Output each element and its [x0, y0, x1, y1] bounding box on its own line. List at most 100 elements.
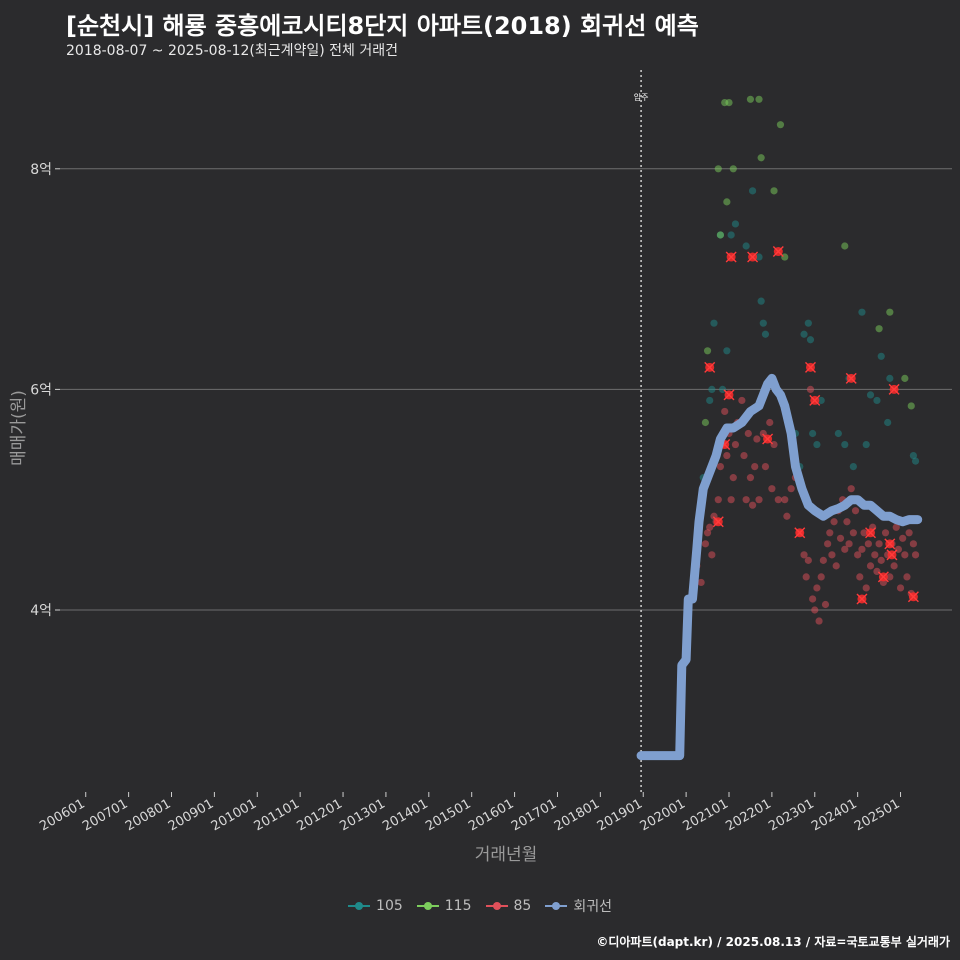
point-85 — [903, 573, 911, 581]
x-tick-label: 200701 — [80, 796, 130, 834]
point-85 — [851, 507, 860, 515]
point-85 — [896, 584, 905, 592]
point-85 — [858, 545, 866, 553]
point-85 — [800, 551, 808, 559]
point-85 — [877, 556, 885, 564]
point-115 — [729, 165, 737, 173]
point-85 — [781, 496, 789, 504]
point-115 — [907, 402, 915, 410]
point-85 — [832, 562, 840, 570]
point-85 — [813, 584, 821, 592]
point-85 — [819, 556, 827, 564]
point-105 — [834, 429, 842, 438]
x-tick-label: 202001 — [638, 796, 688, 834]
point-105 — [727, 231, 735, 239]
highlight-cross — [712, 516, 724, 528]
point-85 — [811, 606, 819, 614]
point-85 — [892, 523, 900, 531]
highlight-cross — [865, 527, 877, 539]
point-85 — [901, 551, 909, 559]
legend-label: 회귀선 — [573, 899, 612, 915]
point-105 — [813, 440, 821, 449]
point-85 — [860, 529, 868, 537]
point-85 — [824, 540, 832, 548]
point-85 — [830, 518, 838, 526]
point-85 — [804, 556, 812, 564]
highlight-cross — [856, 593, 868, 605]
x-tick-label: 202401 — [809, 796, 859, 834]
highlight-cross — [804, 361, 816, 373]
x-tick-label: 200601 — [37, 796, 87, 834]
point-85 — [701, 540, 710, 548]
point-85 — [899, 534, 907, 542]
point-85 — [849, 529, 857, 537]
point-85 — [886, 573, 894, 581]
point-115 — [886, 308, 894, 316]
point-85 — [768, 485, 776, 493]
point-115 — [755, 95, 763, 103]
x-tick-label: 202101 — [681, 796, 731, 834]
point-105 — [723, 347, 731, 355]
legend-label: 115 — [444, 898, 472, 914]
point-85 — [742, 496, 750, 504]
highlight-marker — [723, 389, 735, 401]
point-105 — [708, 385, 716, 393]
highlight-cross — [888, 383, 900, 395]
point-105 — [849, 463, 857, 471]
point-115 — [776, 121, 785, 129]
point-115 — [770, 187, 778, 195]
point-85 — [806, 385, 815, 393]
point-85 — [740, 451, 748, 460]
highlight-cross — [723, 389, 735, 401]
point-85 — [783, 512, 791, 520]
point-105 — [755, 253, 763, 261]
chart-caption: ©디아파트(dapt.kr) / 2025.08.13 / 자료=국토교통부 실… — [596, 935, 950, 949]
point-105 — [710, 319, 718, 327]
highlight-marker — [809, 394, 821, 406]
point-85 — [845, 540, 853, 548]
chart-subtitle: 2018-08-07 ~ 2025-08-12(최근계약일) 전체 거래건 — [66, 43, 398, 59]
highlight-marker — [725, 251, 737, 263]
point-105 — [806, 336, 815, 344]
point-85 — [815, 617, 823, 625]
legend-label: 85 — [513, 898, 532, 914]
x-tick-label: 201901 — [595, 796, 645, 834]
point-115 — [757, 154, 765, 162]
point-85 — [909, 540, 918, 548]
point-105 — [866, 391, 875, 399]
point-115 — [703, 347, 712, 355]
point-85 — [744, 429, 752, 438]
point-85 — [862, 584, 870, 592]
highlight-cross — [877, 571, 889, 583]
y-axis-title: 매매가(원) — [9, 390, 29, 466]
highlight-cross — [845, 372, 857, 384]
point-85 — [890, 562, 898, 570]
point-105 — [817, 396, 825, 405]
highlight-marker — [794, 527, 806, 539]
highlight-marker — [877, 571, 889, 583]
x-tick-label: 201101 — [252, 796, 302, 834]
point-105 — [877, 352, 885, 360]
x-tick-label: 202301 — [766, 796, 816, 834]
point-85 — [748, 501, 757, 509]
highlight-marker — [747, 251, 759, 263]
highlight-cross — [907, 591, 919, 603]
highlight-cross — [794, 527, 806, 539]
point-115 — [841, 242, 849, 250]
point-85 — [871, 551, 879, 559]
highlight-marker — [704, 361, 716, 373]
point-115 — [701, 418, 710, 427]
y-tick-label: 4억 — [30, 603, 52, 619]
point-85 — [708, 551, 716, 559]
point-85 — [706, 523, 714, 531]
point-85 — [731, 440, 740, 449]
point-85 — [697, 578, 705, 587]
point-85 — [723, 451, 731, 460]
point-105 — [759, 319, 767, 327]
point-115 — [875, 325, 883, 333]
point-115 — [716, 231, 725, 239]
point-85 — [787, 485, 795, 493]
point-105 — [911, 457, 920, 465]
regression-line — [636, 373, 923, 761]
